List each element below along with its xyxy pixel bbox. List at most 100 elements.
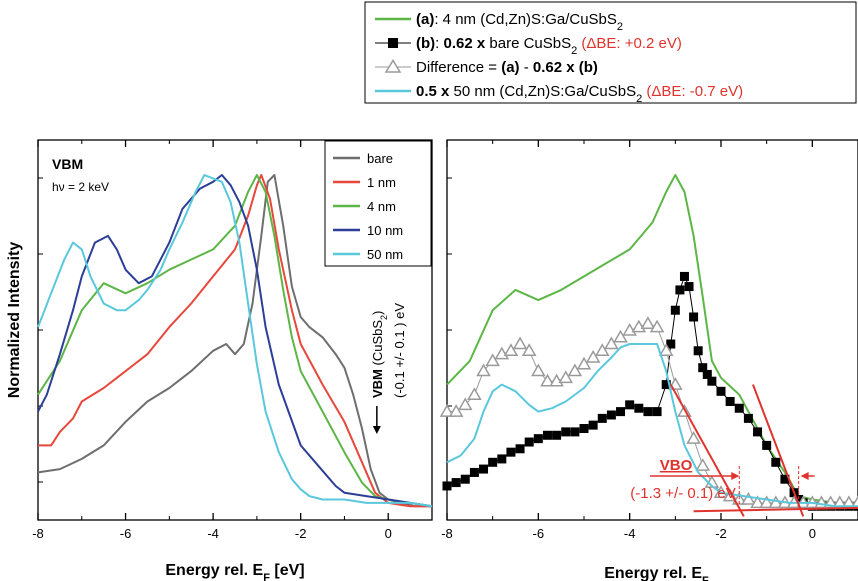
right-point-b [743, 413, 753, 423]
top-legend-marker-triangle [384, 59, 402, 73]
right-point-b [693, 346, 703, 356]
left-x-tick-label: -2 [295, 526, 307, 541]
right-point-b [753, 427, 763, 437]
right-x-tick-label: -4 [624, 526, 636, 541]
right-point-diff [521, 343, 537, 357]
right-point-b [515, 444, 525, 454]
right-point-b [570, 427, 580, 437]
vbo-value: (-1.3 +/- 0.1) eV [630, 485, 735, 502]
right-point-b [588, 420, 598, 430]
left-x-axis-label: Energy rel. EF [eV] [165, 562, 304, 581]
legend-label-10-nm: 10 nm [367, 223, 403, 238]
vbm-fit-line-bare [752, 384, 805, 517]
vbo-right-arrow-head [800, 472, 809, 480]
vbo-left-arrow-head [731, 472, 740, 480]
right-point-b [533, 434, 543, 444]
right-point-b [552, 430, 562, 440]
vbm-arrow-head [372, 426, 381, 434]
left-hv-annotation: hν = 2 keV [52, 180, 109, 194]
right-point-diff [695, 458, 711, 471]
vbm-marker-value: (-0.1 +/- 0.1 ) eV [392, 303, 407, 398]
right-x-tick-label: -2 [715, 526, 727, 541]
right-point-b [652, 407, 662, 417]
right-point-diff [604, 336, 619, 350]
right-point-b [606, 410, 616, 420]
right-point-diff [759, 495, 774, 509]
right-point-diff [576, 356, 592, 370]
right-point-diff [640, 316, 656, 329]
right-point-diff [850, 495, 858, 509]
right-point-diff [494, 346, 510, 360]
legend-label-1-nm: 1 nm [367, 175, 396, 190]
right-point-b [734, 403, 744, 413]
legend-label-50-nm: 50 nm [367, 247, 403, 262]
left-x-tick-label: -4 [207, 526, 219, 541]
baseline-fit-line [693, 506, 858, 513]
right-point-b [716, 386, 726, 396]
right-x-tick-label: -6 [533, 526, 545, 541]
right-point-b [469, 467, 479, 477]
right-x-tick-label: 0 [809, 526, 816, 541]
legend-label-bare: bare [367, 151, 393, 166]
right-point-b [684, 282, 694, 292]
right-series-c-line [446, 343, 858, 508]
vbm-marker-label: VBM (CuSbS2) [370, 311, 389, 398]
right-point-b [524, 437, 534, 447]
right-point-diff [558, 370, 574, 384]
right-point-b [542, 430, 552, 440]
left-chart-panel: -8 -6 -4 -2 0 VBM hν = 2 keV Normalized Intensi… [6, 139, 433, 581]
right-point-diff [658, 343, 674, 357]
right-point-b [643, 407, 653, 417]
top-legend-label-a: (a): 4 nm (Cd,Zn)S:Ga/CuSbS2 [416, 11, 623, 33]
right-point-diff [476, 363, 491, 377]
right-point-b [442, 481, 452, 491]
y-axis-label: Normalized Intensity [6, 242, 23, 399]
right-point-b [670, 305, 680, 315]
right-point-b [794, 494, 804, 504]
right-point-b [561, 427, 571, 437]
right-point-diff [649, 319, 665, 333]
legend-label-4-nm: 4 nm [367, 199, 396, 214]
left-series-bare-line [37, 174, 432, 508]
right-point-b [675, 285, 685, 295]
left-x-tick-label: -6 [120, 526, 132, 541]
top-legend-label-diff: Difference = (a) - 0.62 x (b) [416, 59, 598, 76]
top-legend-label-c: 0.5 x 50 nm (Cd,Zn)S:Ga/CuSbS2 (ΔBE: -0.… [416, 83, 743, 105]
right-point-b [597, 413, 607, 423]
right-point-diff [439, 404, 455, 417]
right-point-diff [622, 322, 637, 336]
right-point-b [762, 440, 772, 450]
right-point-b [725, 396, 735, 406]
right-point-b [634, 403, 644, 413]
vbm-fit-line-difference [669, 384, 745, 517]
right-point-diff [503, 343, 519, 357]
right-x-tick-label: -8 [441, 526, 453, 541]
right-point-diff [485, 353, 500, 367]
right-point-diff [750, 495, 765, 509]
right-point-b [506, 447, 516, 457]
right-point-diff [549, 373, 564, 387]
top-legend-box [364, 1, 857, 104]
right-point-diff [668, 377, 683, 390]
left-series-10-nm-line [37, 174, 433, 508]
top-legend: (a): 4 nm (Cd,Zn)S:Ga/CuSbS2(b): 0.62 x … [364, 1, 857, 105]
left-x-tick-label: 0 [385, 526, 392, 541]
right-point-diff [457, 397, 473, 411]
left-series-4-nm-line [37, 174, 433, 508]
right-point-b [771, 457, 781, 467]
right-x-axis-label: Energy rel. EF [604, 565, 709, 581]
right-point-b [616, 407, 626, 417]
left-series-1-nm-line [38, 174, 432, 508]
right-point-b [679, 271, 689, 281]
right-point-diff [613, 329, 628, 343]
right-point-diff [741, 491, 756, 505]
right-point-b [488, 457, 498, 467]
right-point-b [625, 400, 635, 410]
right-point-diff [567, 363, 583, 377]
right-point-b [780, 474, 790, 484]
right-point-b [702, 369, 712, 379]
left-series-50-nm-line [37, 174, 433, 508]
right-point-b [497, 454, 507, 464]
vbo-label: VBO [660, 457, 693, 474]
